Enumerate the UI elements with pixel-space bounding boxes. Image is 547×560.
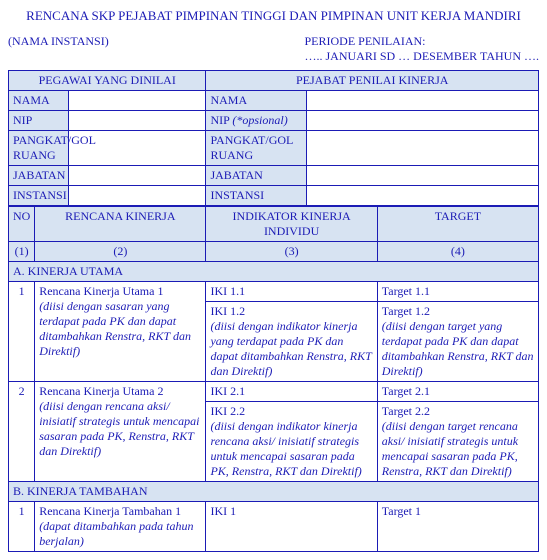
page-title: RENCANA SKP PEJABAT PIMPINAN TINGGI DAN …: [8, 8, 539, 24]
u2-iki2: IKI 2.2 (diisi dengan indikator kinerja …: [206, 402, 377, 482]
u2-note: (diisi dengan rencana aksi/ inisiatif st…: [39, 399, 199, 458]
section-tambahan: B. KINERJA TAMBAHAN: [9, 482, 539, 502]
u2-rk: Rencana Kinerja Utama 2 (diisi dengan re…: [35, 382, 206, 482]
val-instansi-1: [69, 186, 206, 206]
u2-t1: Target 2.1: [377, 382, 538, 402]
lbl-nama-2: NAMA: [206, 91, 307, 111]
periode-label: PERIODE PENILAIAN:: [305, 34, 540, 49]
tb1-note: (dapat ditambahkan pada tahun berjalan): [39, 519, 193, 548]
tb1-iki: IKI 1: [206, 502, 377, 552]
section-utama: A. KINERJA UTAMA: [9, 262, 539, 282]
u1-t1: Target 1.1: [377, 282, 538, 302]
tb1-no: 1: [9, 502, 35, 552]
tb1-title: Rencana Kinerja Tambahan 1: [39, 504, 181, 518]
u2-t2: Target 2.2 (diisi dengan target rencana …: [377, 402, 538, 482]
u1-iki2-title: IKI 1.2: [210, 304, 245, 318]
u2-iki2-title: IKI 2.2: [210, 404, 245, 418]
lbl-instansi-2: INSTANSI: [206, 186, 307, 206]
val-nama-2: [307, 91, 539, 111]
nip-text: NIP: [210, 113, 229, 127]
u2-iki2-note: (diisi dengan indikator kinerja rencana …: [210, 419, 361, 478]
val-instansi-2: [307, 186, 539, 206]
hdr-c4: (4): [377, 242, 538, 262]
hdr-penilai: PEJABAT PENILAI KINERJA: [206, 71, 539, 91]
lbl-jabatan-1: JABATAN: [9, 166, 69, 186]
hdr-c1: (1): [9, 242, 35, 262]
val-nip-1: [69, 111, 206, 131]
u2-title: Rencana Kinerja Utama 2: [39, 384, 163, 398]
val-nama-1: [69, 91, 206, 111]
table-row: 1 Rencana Kinerja Utama 1 (diisi dengan …: [9, 282, 539, 302]
hdr-target: TARGET: [377, 207, 538, 242]
periode-value: ….. JANUARI SD … DESEMBER TAHUN ….: [305, 49, 540, 64]
u1-no: 1: [9, 282, 35, 382]
lbl-pangkat-1: PANGKAT/GOL RUANG: [9, 131, 69, 166]
u1-t2: Target 1.2 (diisi dengan target yang ter…: [377, 302, 538, 382]
lbl-instansi-1: INSTANSI: [9, 186, 69, 206]
u1-iki2: IKI 1.2 (diisi dengan indikator kinerja …: [206, 302, 377, 382]
hdr-c3: (3): [206, 242, 377, 262]
nip-opt: (*opsional): [232, 113, 287, 127]
tb1-t: Target 1: [377, 502, 538, 552]
plan-table: NO RENCANA KINERJA INDIKATOR KINERJA IND…: [8, 206, 539, 552]
u1-iki2-note: (diisi dengan indikator kinerja yang ter…: [210, 319, 371, 378]
lbl-jabatan-2: JABATAN: [206, 166, 307, 186]
hdr-pegawai: PEGAWAI YANG DINILAI: [9, 71, 206, 91]
u1-rk: Rencana Kinerja Utama 1 (diisi dengan sa…: [35, 282, 206, 382]
table-row: 2 Rencana Kinerja Utama 2 (diisi dengan …: [9, 382, 539, 402]
val-nip-2: [307, 111, 539, 131]
val-jabatan-2: [307, 166, 539, 186]
val-jabatan-1: [69, 166, 206, 186]
hdr-no: NO: [9, 207, 35, 242]
lbl-nama-1: NAMA: [9, 91, 69, 111]
table-row: 1 Rencana Kinerja Tambahan 1 (dapat dita…: [9, 502, 539, 552]
u1-t2-title: Target 1.2: [382, 304, 430, 318]
lbl-pangkat-2: PANGKAT/GOL RUANG: [206, 131, 307, 166]
hdr-rk: RENCANA KINERJA: [35, 207, 206, 242]
u1-iki1: IKI 1.1: [206, 282, 377, 302]
u2-no: 2: [9, 382, 35, 482]
header-row: (NAMA INSTANSI) PERIODE PENILAIAN: ….. J…: [8, 34, 539, 64]
u2-iki1: IKI 2.1: [206, 382, 377, 402]
lbl-nip-2: NIP (*opsional): [206, 111, 307, 131]
instansi-placeholder: (NAMA INSTANSI): [8, 34, 109, 64]
u1-title: Rencana Kinerja Utama 1: [39, 284, 163, 298]
u1-t2-note: (diisi dengan target yang terdapat pada …: [382, 319, 534, 378]
hdr-iki: INDIKATOR KINERJA INDIVIDU: [206, 207, 377, 242]
u2-t2-title: Target 2.2: [382, 404, 430, 418]
u2-t2-note: (diisi dengan target rencana aksi/ inisi…: [382, 419, 518, 478]
tb1-rk: Rencana Kinerja Tambahan 1 (dapat ditamb…: [35, 502, 206, 552]
hdr-c2: (2): [35, 242, 206, 262]
bio-table: PEGAWAI YANG DINILAI PEJABAT PENILAI KIN…: [8, 70, 539, 206]
u1-note: (diisi dengan sasaran yang terdapat pada…: [39, 299, 191, 358]
lbl-nip-1: NIP: [9, 111, 69, 131]
val-pangkat-2: [307, 131, 539, 166]
